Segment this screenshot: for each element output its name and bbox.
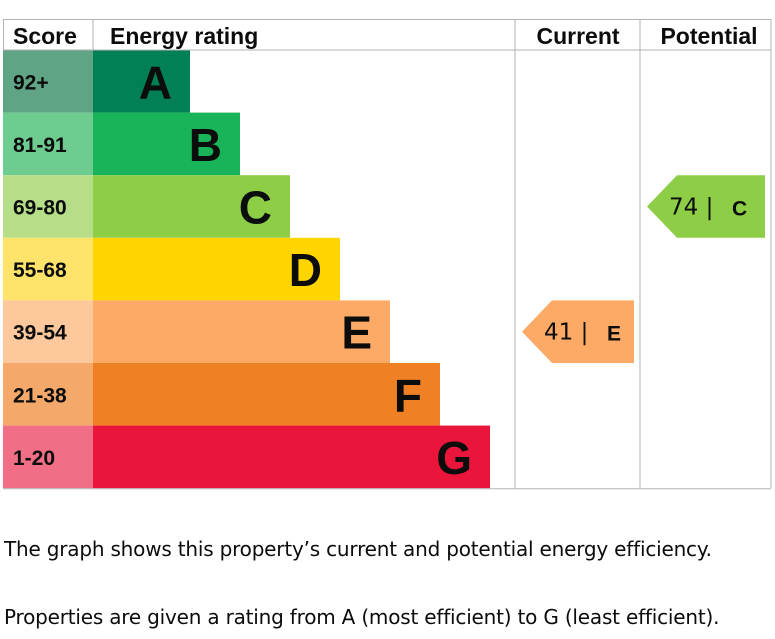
- header-current: Current: [536, 23, 619, 49]
- score-label-d: 55-68: [13, 259, 67, 282]
- band-bar-c: [93, 175, 290, 238]
- score-label-g: 1-20: [13, 447, 55, 470]
- band-bar-b: [93, 112, 240, 176]
- score-cell-c: [3, 175, 93, 238]
- score-cell-f: [3, 363, 93, 426]
- score-cell-a: [3, 50, 93, 113]
- band-letter-b: B: [189, 119, 222, 171]
- score-label-e: 39-54: [13, 322, 67, 345]
- band-bar-e: [93, 300, 390, 363]
- score-cell-b: [3, 112, 93, 176]
- current-rating-letter: E: [607, 323, 621, 346]
- band-bar-f: [93, 363, 440, 426]
- header-energy-rating: Energy rating: [110, 23, 258, 49]
- score-cell-e: [3, 300, 93, 363]
- score-label-b: 81-91: [13, 134, 67, 157]
- score-label-c: 69-80: [13, 197, 67, 220]
- score-label-a: 92+: [13, 71, 49, 94]
- description-line-1: The graph shows this property’s current …: [4, 537, 712, 561]
- band-bar-d: [93, 237, 340, 301]
- header-score: Score: [13, 23, 77, 49]
- band-letter-d: D: [289, 244, 322, 296]
- potential-rating-value: 74 |: [669, 195, 713, 221]
- potential-rating-letter: C: [732, 198, 747, 221]
- band-letter-g: G: [436, 432, 472, 484]
- epc-chart: 92+ A81-91 B69-80 C55-68 D39-54 E21-38 F1-20 G …: [3, 19, 772, 490]
- band-letter-c: C: [239, 182, 272, 234]
- header-potential: Potential: [660, 23, 757, 49]
- current-rating-value: 41 |: [544, 320, 588, 346]
- score-label-f: 21-38: [13, 384, 67, 407]
- potential-rating-arrow: [647, 175, 765, 238]
- band-letter-a: A: [139, 56, 172, 108]
- band-letter-f: F: [394, 369, 422, 421]
- band-bar-g: [93, 425, 490, 489]
- band-letter-e: E: [341, 307, 372, 359]
- description-line-2: Properties are given a rating from A (mo…: [4, 605, 720, 629]
- current-rating-arrow: [522, 300, 634, 363]
- band-bar-a: [93, 50, 190, 113]
- score-cell-d: [3, 237, 93, 301]
- score-cell-g: [3, 425, 93, 489]
